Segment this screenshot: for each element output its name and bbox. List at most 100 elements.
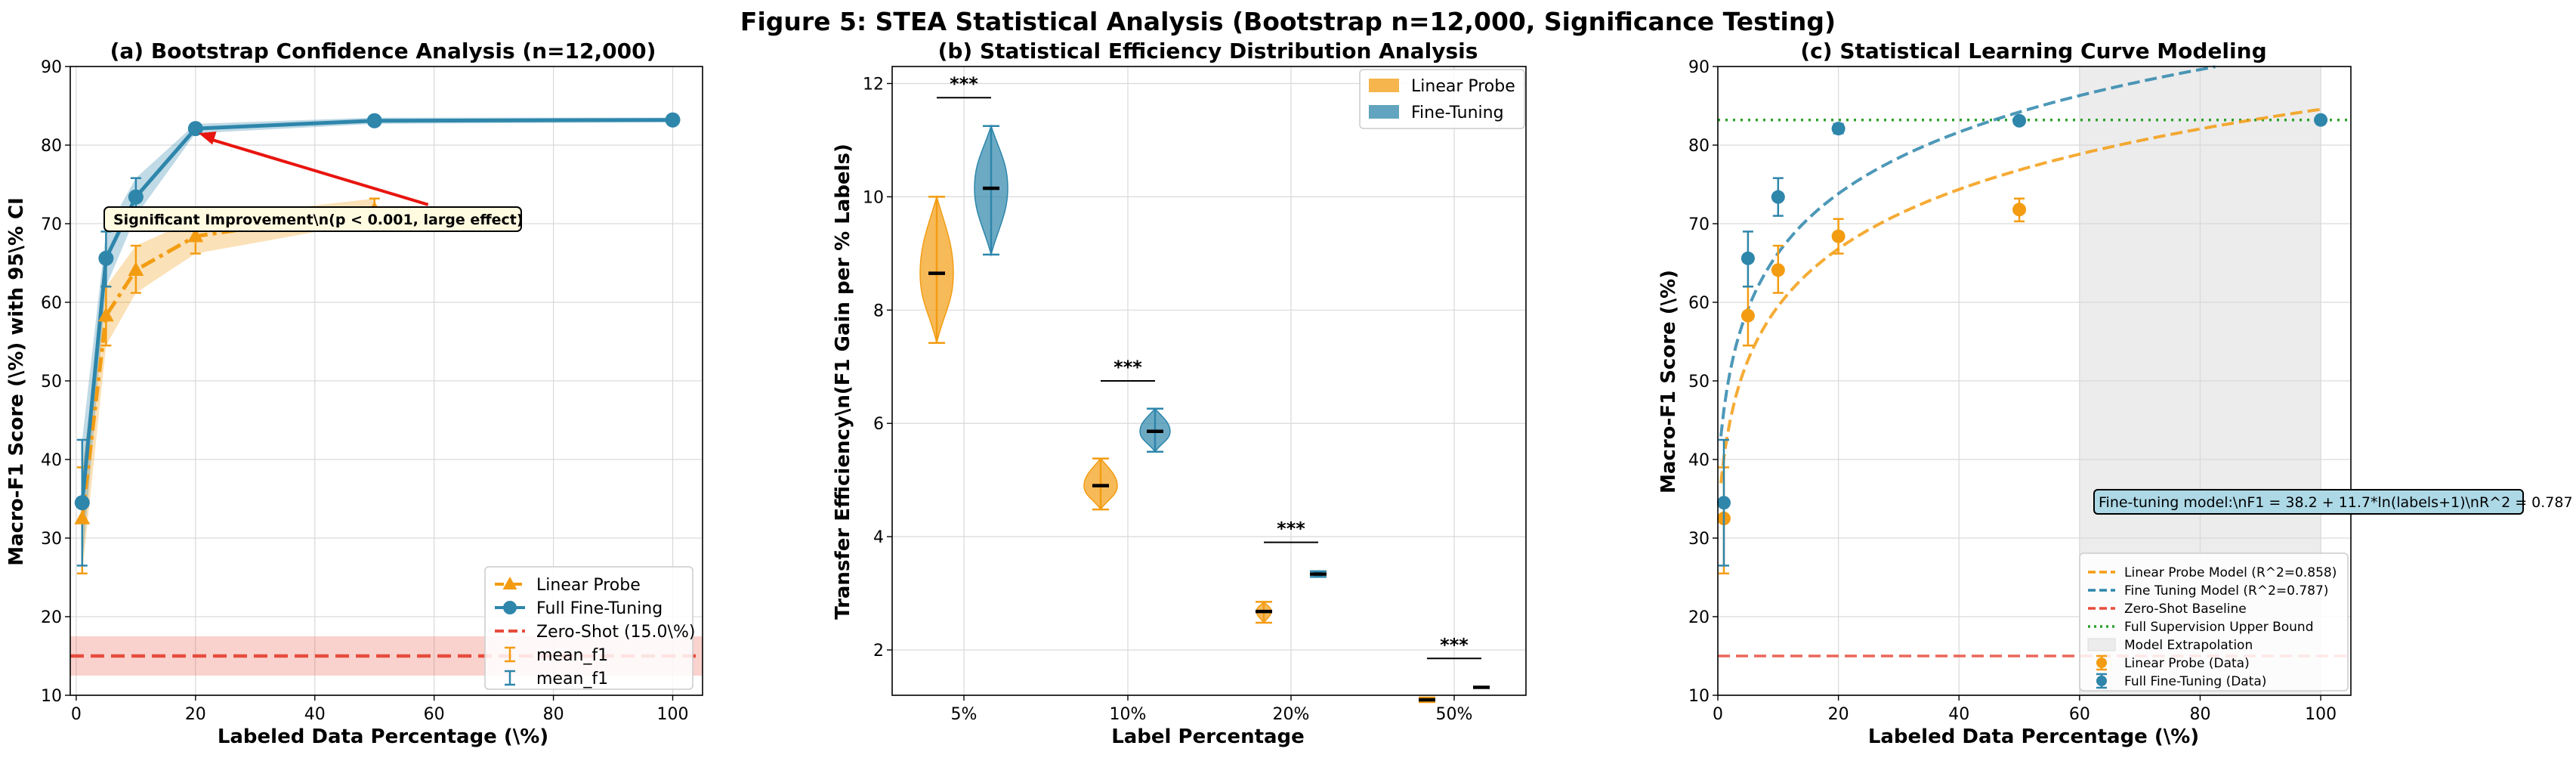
x-tick-label: 20 [185,705,206,724]
y-tick-label: 70 [41,215,62,234]
fine-tuning-line [80,118,673,503]
y-tick-label: 6 [873,415,884,434]
significance-label: *** [1440,634,1469,655]
legend-full-data-marker [2096,676,2107,686]
linear-probe-line [80,207,375,519]
panel-b-title: (b) Statistical Efficiency Distribution … [938,39,1478,63]
annotation-text: Fine-tuning model:\nF1 = 38.2 + 11.7*ln(… [2099,494,2573,511]
panel-c-ylabel: Macro-F1 Score (\%) [1657,270,1680,493]
panel-b: (b) Statistical Efficiency Distribution … [832,39,1527,748]
fine-tuning-point [1740,251,1755,265]
y-tick-label: 80 [1688,137,1710,156]
fine-tuning-point [128,189,144,205]
x-tick-label: 20 [1828,705,1849,724]
panel-a-xlabel: Labeled Data Percentage (\%) [218,726,548,748]
fine-tuning-point [74,495,90,511]
panel-a: (a) Bootstrap Confidence Analysis (n=12,… [5,39,703,748]
annotation-arrow [207,137,429,206]
legend-label: Fine Tuning Model (R^2=0.787) [2124,583,2328,599]
legend-label: Full Fine-Tuning (Data) [2124,674,2266,689]
annotation-box [103,206,522,232]
x-tick-label: 100 [657,705,689,724]
legend-label: Zero-Shot Baseline [2124,602,2247,617]
y-tick-label: 80 [41,137,62,156]
fine-tuning-point [1716,496,1731,510]
x-tick-label: 60 [424,705,445,724]
y-tick-label: 20 [41,608,62,627]
y-tick-label: 40 [41,451,62,470]
y-tick-label: 90 [41,58,62,77]
x-tick-label: 80 [543,705,564,724]
legend-label: Linear Probe (Data) [2124,656,2250,671]
legend-linear-marker [502,577,517,589]
plot-frame [69,66,703,696]
linear-probe-model-curve [1719,107,2321,484]
y-tick-label: 60 [1688,294,1710,313]
y-tick-label: 60 [41,294,62,313]
significance-label: *** [950,73,978,94]
plot-frame [891,66,1527,696]
panel-c-title: (c) Statistical Learning Curve Modeling [1800,39,2266,63]
linear-probe-ci-band [82,198,375,574]
panel-a-ylabel: Macro-F1 Score (\%) with 95\% CI [5,197,28,566]
legend-label: Linear Probe [1411,77,1515,96]
legend-full-marker [503,601,517,614]
y-tick-label: 50 [1688,373,1710,391]
annotation-text: Significant Improvement\n(p < 0.001, lar… [113,212,524,228]
fine-tuning-model-curve [1719,65,2216,437]
linear-probe-point [1740,308,1755,323]
fine-tuning-point [1831,122,1846,136]
x-tick-label: 20% [1273,705,1310,724]
panel-c: (c) Statistical Learning Curve Modeling … [1657,39,2573,748]
legend-linear-patch [1369,79,1399,92]
y-tick-label: 4 [873,528,884,547]
annotation-arrowhead [198,131,217,145]
y-tick-label: 70 [1688,215,1710,234]
y-tick-label: 20 [1688,608,1710,627]
fine-tuning-point [2012,113,2027,128]
y-tick-label: 40 [1688,451,1710,470]
y-tick-label: 10 [863,188,884,207]
y-tick-label: 2 [873,642,884,661]
annotation-box [2093,489,2524,515]
x-tick-label: 100 [2305,705,2337,724]
x-tick-label: 0 [1713,705,1723,724]
fine-tuning-point [2314,113,2328,127]
legend-label: Linear Probe Model (R^2=0.858) [2124,565,2337,580]
fine-tuning-point [1771,190,1785,204]
x-tick-label: 60 [2069,705,2090,724]
linear-probe-point [74,510,91,524]
legend-label: mean_f1 [536,670,608,688]
linear-probe-point [1771,263,1785,277]
x-tick-label: 10% [1110,705,1147,724]
panel-c-annotation: Fine-tuning model:\nF1 = 38.2 + 11.7*ln(… [2093,489,2573,515]
y-tick-label: 12 [863,75,884,94]
y-tick-label: 30 [41,530,62,549]
linear-probe-point [97,307,114,322]
x-tick-label: 40 [1948,705,1969,724]
significance-label: *** [1277,518,1305,540]
y-tick-label: 30 [1688,530,1710,549]
fine-tuning-point [366,113,382,128]
panel-b-ylabel: Transfer Efficiency\n(F1 Gain per % Labe… [832,144,854,620]
legend-label: mean_f1 [536,646,608,665]
panel-a-legend: Linear Probe Full Fine-Tuning Zero-Shot (1… [484,566,695,690]
panel-b-xlabel: Label Percentage [1111,726,1305,748]
plot-frame [1717,66,2352,696]
x-tick-label: 0 [71,705,82,724]
x-tick-label: 5% [951,705,978,724]
x-tick-label: 50% [1436,705,1473,724]
fine-tuning-point [665,112,681,128]
significance-label: *** [1113,357,1142,378]
legend-full-patch [1369,105,1399,119]
y-tick-label: 10 [1688,687,1710,706]
y-tick-label: 50 [41,373,62,391]
x-tick-label: 80 [2189,705,2210,724]
legend-label: Zero-Shot (15.0\%) [536,623,695,642]
legend-label: Full Fine-Tuning [536,599,663,618]
panel-c-legend: Linear Probe Model (R^2=0.858) Fine Tunin… [2079,552,2349,691]
panel-a-annotation: Significant Improvement\n(p < 0.001, lar… [103,206,524,232]
y-tick-label: 8 [873,302,884,320]
panel-a-title: (a) Bootstrap Confidence Analysis (n=12,… [110,39,656,63]
